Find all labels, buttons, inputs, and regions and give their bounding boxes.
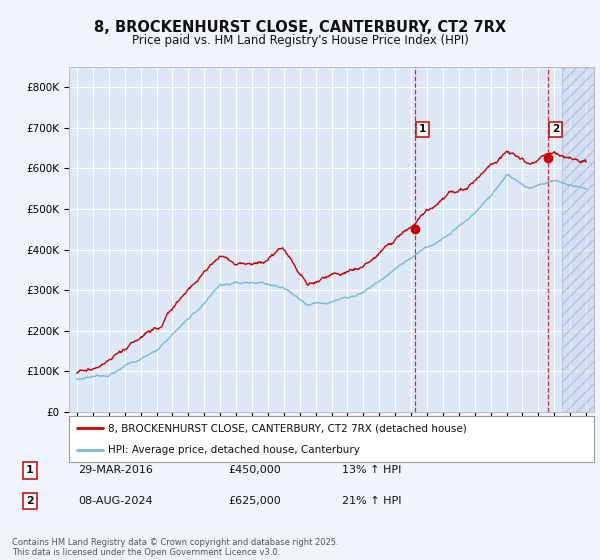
Text: 1: 1: [419, 124, 426, 134]
Text: 2: 2: [26, 496, 34, 506]
Text: Contains HM Land Registry data © Crown copyright and database right 2025.
This d: Contains HM Land Registry data © Crown c…: [12, 538, 338, 557]
Text: £625,000: £625,000: [228, 496, 281, 506]
Text: £450,000: £450,000: [228, 465, 281, 475]
Text: HPI: Average price, detached house, Canterbury: HPI: Average price, detached house, Cant…: [109, 445, 360, 455]
Text: 29-MAR-2016: 29-MAR-2016: [78, 465, 153, 475]
Text: 8, BROCKENHURST CLOSE, CANTERBURY, CT2 7RX (detached house): 8, BROCKENHURST CLOSE, CANTERBURY, CT2 7…: [109, 423, 467, 433]
Text: 2: 2: [552, 124, 559, 134]
Text: 8, BROCKENHURST CLOSE, CANTERBURY, CT2 7RX: 8, BROCKENHURST CLOSE, CANTERBURY, CT2 7…: [94, 20, 506, 35]
Text: Price paid vs. HM Land Registry's House Price Index (HPI): Price paid vs. HM Land Registry's House …: [131, 34, 469, 46]
Text: 08-AUG-2024: 08-AUG-2024: [78, 496, 152, 506]
Text: 1: 1: [26, 465, 34, 475]
Text: 21% ↑ HPI: 21% ↑ HPI: [342, 496, 401, 506]
Text: 13% ↑ HPI: 13% ↑ HPI: [342, 465, 401, 475]
